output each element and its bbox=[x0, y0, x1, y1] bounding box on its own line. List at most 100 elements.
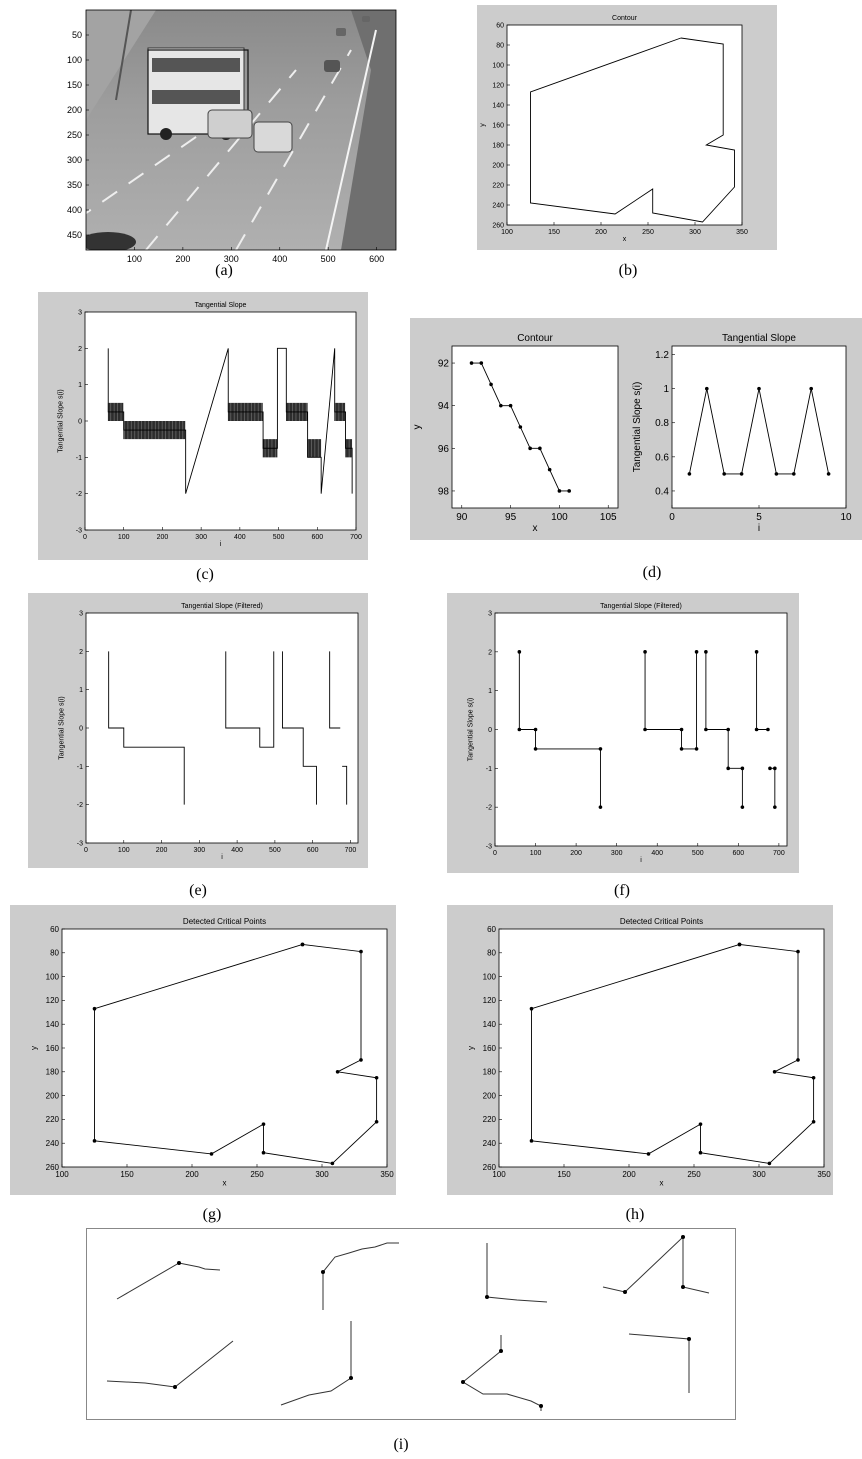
data-point bbox=[517, 650, 522, 654]
data-point bbox=[679, 747, 684, 751]
x-tick-label: 150 bbox=[120, 1170, 134, 1179]
y-tick-label: 3 bbox=[78, 309, 82, 316]
critical-point bbox=[461, 1380, 465, 1384]
data-point bbox=[330, 1161, 335, 1166]
y-tick-label: 140 bbox=[492, 102, 504, 109]
y-tick-label: 1 bbox=[663, 384, 669, 395]
data-point bbox=[754, 650, 759, 654]
data-point bbox=[766, 727, 770, 732]
data-point bbox=[757, 386, 761, 391]
x-tick-label: 10 bbox=[840, 512, 852, 523]
y-tick-label: 220 bbox=[483, 1115, 497, 1124]
series-line bbox=[329, 651, 341, 729]
y-tick-label: 0.4 bbox=[655, 486, 669, 497]
y-tick-label: 1 bbox=[79, 687, 83, 694]
y-tick-label: 250 bbox=[67, 130, 82, 140]
y-tick-label: 2 bbox=[79, 649, 83, 656]
x-tick-label: 250 bbox=[250, 1170, 264, 1179]
data-point bbox=[737, 942, 742, 947]
data-point bbox=[694, 747, 699, 751]
data-point bbox=[687, 472, 692, 476]
y-tick-label: 0 bbox=[78, 418, 82, 425]
data-point bbox=[567, 489, 571, 493]
data-point bbox=[479, 361, 484, 365]
caption-f: (f) bbox=[614, 882, 630, 899]
data-point bbox=[518, 425, 523, 429]
x-tick-label: 300 bbox=[193, 847, 205, 854]
data-point bbox=[809, 386, 813, 391]
caption-e: (e) bbox=[189, 882, 207, 899]
x-axis-label: x bbox=[223, 1178, 227, 1187]
data-point bbox=[374, 1075, 379, 1080]
plot-area bbox=[85, 612, 359, 844]
data-point bbox=[489, 382, 493, 387]
chart-title: Tangential Slope (Filtered) bbox=[600, 603, 682, 610]
segment-1 bbox=[116, 1262, 221, 1300]
y-tick-label: 160 bbox=[483, 1044, 497, 1053]
x-tick-label: 95 bbox=[505, 512, 517, 523]
y-axis-label: Tangential Slope s(i) bbox=[468, 698, 475, 761]
y-tick-label: 180 bbox=[46, 1068, 60, 1077]
y-tick-label: 350 bbox=[67, 180, 82, 190]
slope-detail-chart: Tangential Slope i Tangential Slope s(i) 0 5… bbox=[632, 333, 852, 534]
traffic-photo bbox=[86, 10, 396, 250]
plot-area bbox=[494, 612, 788, 847]
data-point bbox=[698, 1150, 703, 1155]
data-point bbox=[261, 1150, 266, 1155]
x-tick-label: 300 bbox=[689, 229, 701, 236]
caption-c: (c) bbox=[196, 566, 214, 583]
y-tick-label: 200 bbox=[46, 1091, 60, 1100]
y-tick-label: 140 bbox=[483, 1020, 497, 1029]
series-line bbox=[342, 765, 348, 805]
y-tick-label: 180 bbox=[483, 1068, 497, 1077]
x-tick-label: 200 bbox=[156, 847, 168, 854]
y-tick-label: 180 bbox=[492, 142, 504, 149]
data-point bbox=[335, 1070, 340, 1074]
x-tick-label: 0 bbox=[84, 847, 88, 854]
y-tick-label: 2 bbox=[488, 649, 492, 656]
y-tick-label: 160 bbox=[46, 1044, 60, 1053]
y-tick-label: 1 bbox=[78, 382, 82, 389]
filtered-slope-chart: Tangential Slope (Filtered) i Tangential S… bbox=[59, 603, 359, 861]
critical-point bbox=[321, 1270, 325, 1274]
x-tick-label: 600 bbox=[307, 847, 319, 854]
critical-point bbox=[485, 1295, 489, 1299]
y-tick-label: 100 bbox=[483, 972, 497, 981]
x-tick-label: 350 bbox=[817, 1170, 831, 1179]
data-point bbox=[704, 650, 708, 654]
caption-g: (g) bbox=[202, 1206, 222, 1223]
x-tick-label: 200 bbox=[622, 1170, 636, 1179]
y-tick-label: 240 bbox=[483, 1139, 497, 1148]
y-tick-label: 200 bbox=[483, 1091, 497, 1100]
traffic-photo-drawing bbox=[86, 10, 396, 250]
critical-point bbox=[687, 1337, 691, 1341]
chart-title: Contour bbox=[612, 15, 638, 22]
data-point bbox=[811, 1075, 816, 1080]
data-point bbox=[739, 472, 744, 476]
data-point bbox=[796, 1058, 800, 1062]
series-line bbox=[225, 651, 275, 748]
data-point bbox=[726, 727, 730, 732]
data-point bbox=[740, 766, 745, 771]
data-point bbox=[598, 747, 603, 751]
y-tick-label: -3 bbox=[77, 840, 83, 847]
series-line bbox=[530, 37, 735, 223]
data-point bbox=[679, 727, 684, 732]
series-line bbox=[644, 651, 698, 750]
x-tick-label: 700 bbox=[345, 847, 357, 854]
x-tick-label: 500 bbox=[273, 534, 285, 541]
y-axis-label: Tangential Slope s(i) bbox=[58, 389, 65, 452]
y-axis-label: y bbox=[29, 1046, 38, 1050]
data-point bbox=[92, 1006, 97, 1011]
plot-area bbox=[84, 311, 357, 531]
x-axis-label: i bbox=[640, 857, 642, 864]
x-tick-label: 100 bbox=[492, 1170, 506, 1179]
data-point bbox=[261, 1122, 266, 1126]
series-line bbox=[108, 651, 185, 805]
y-tick-label: 120 bbox=[46, 996, 60, 1005]
y-tick-label: -2 bbox=[486, 805, 492, 812]
segment-5 bbox=[106, 1340, 234, 1388]
contour-detail-chart: Contour x y 90 95 100 105 92 94 96 98 bbox=[412, 333, 619, 534]
y-tick-label: 0.8 bbox=[655, 418, 669, 429]
data-point bbox=[792, 472, 796, 476]
